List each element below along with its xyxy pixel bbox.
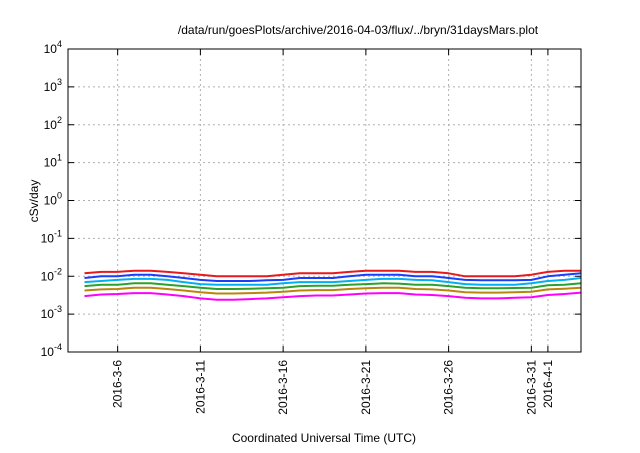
y-tick-exponent: 2 xyxy=(57,115,62,125)
y-tick-label: 10-4 xyxy=(41,342,62,359)
y-tick-base: 10 xyxy=(44,118,58,132)
x-tick-label: 2016-3-21 xyxy=(359,360,373,415)
y-tick-label: 103 xyxy=(44,77,62,94)
series-line xyxy=(84,291,582,301)
y-tick-label: 10-1 xyxy=(41,228,62,245)
y-axis-title: cSv/day xyxy=(27,180,41,223)
y-tick-exponent: -3 xyxy=(54,304,62,314)
series-line xyxy=(84,277,582,286)
series-line xyxy=(84,286,582,295)
y-tick-exponent: 0 xyxy=(57,191,62,201)
y-tick-base: 10 xyxy=(41,269,55,283)
y-tick-exponent: -1 xyxy=(54,228,62,238)
x-tick-label: 2016-3-31 xyxy=(524,360,538,415)
y-tick-label: 100 xyxy=(44,191,62,208)
series-line xyxy=(84,272,582,282)
y-tick-base: 10 xyxy=(41,231,55,245)
x-tick-label: 2016-3-16 xyxy=(276,360,290,415)
y-tick-exponent: -2 xyxy=(54,266,62,276)
y-tick-exponent: 4 xyxy=(57,39,62,49)
x-tick-label: 2016-4-1 xyxy=(541,360,555,408)
y-tick-base: 10 xyxy=(44,80,58,94)
y-tick-exponent: -4 xyxy=(54,342,62,352)
series-line xyxy=(84,269,581,278)
grid-layer xyxy=(68,49,581,352)
y-tick-exponent: 3 xyxy=(57,77,62,87)
y-tick-base: 10 xyxy=(41,345,55,359)
y-tick-exponent: 1 xyxy=(57,153,62,163)
y-tick-base: 10 xyxy=(44,194,58,208)
x-tick-label: 2016-3-11 xyxy=(193,360,207,414)
y-tick-label: 10-3 xyxy=(41,304,62,321)
y-tick-base: 10 xyxy=(44,156,58,170)
y-tick-label: 101 xyxy=(44,153,62,170)
chart-title: /data/run/goesPlots/archive/2016-04-03/f… xyxy=(178,23,539,37)
series-layer xyxy=(84,269,582,301)
y-tick-label: 102 xyxy=(44,115,62,132)
y-tick-label: 104 xyxy=(44,39,62,56)
series-line xyxy=(84,282,582,290)
y-tick-base: 10 xyxy=(41,307,55,321)
x-tick-label: 2016-3-26 xyxy=(442,360,456,415)
y-tick-label: 10-2 xyxy=(41,266,62,283)
x-tick-label: 2016-3-6 xyxy=(111,360,125,408)
y-tick-base: 10 xyxy=(44,42,58,56)
x-axis-title: Coordinated Universal Time (UTC) xyxy=(232,431,416,445)
